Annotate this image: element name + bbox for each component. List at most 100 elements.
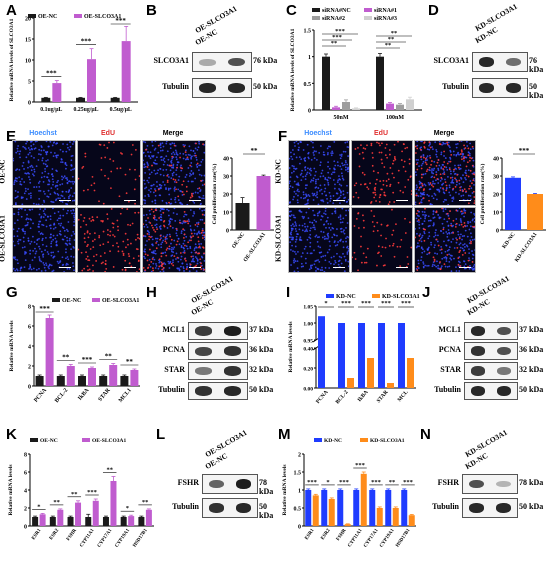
edu-dot (170, 238, 173, 241)
nucleus-dot (320, 215, 323, 217)
nucleus-dot (415, 184, 418, 187)
edu-dot (113, 235, 116, 238)
bar (318, 316, 325, 388)
nucleus-dot (343, 229, 345, 232)
edu-dot (144, 253, 147, 256)
nucleus-dot (332, 171, 334, 174)
bar (35, 376, 44, 386)
nucleus-dot (416, 144, 419, 147)
edu-dot (386, 172, 389, 175)
blot-band (199, 83, 216, 93)
edu-dot (109, 230, 112, 233)
edu-dot (195, 142, 197, 145)
edu-dot (456, 180, 458, 182)
edu-dot (404, 170, 407, 173)
nucleus-dot (155, 226, 158, 229)
edu-dot (148, 238, 150, 241)
nucleus-dot (465, 178, 467, 181)
edu-dot (147, 267, 149, 270)
edu-dot (160, 261, 163, 264)
nucleus-dot (161, 149, 164, 152)
nucleus-dot (186, 247, 189, 250)
channel-header: EdU (374, 130, 388, 137)
nucleus-dot (322, 175, 325, 178)
nucleus-dot (175, 173, 178, 176)
nucleus-dot (302, 191, 305, 194)
nucleus-dot (195, 163, 198, 166)
x-tick-label: 100nM (386, 115, 404, 121)
nucleus-dot (459, 164, 462, 167)
edu-dot (376, 221, 379, 224)
nucleus-dot (468, 267, 471, 270)
nucleus-dot (38, 256, 41, 258)
nucleus-dot (61, 201, 64, 203)
nucleus-dot (293, 258, 296, 260)
edu-dot (160, 252, 163, 255)
nucleus-dot (313, 167, 316, 170)
nucleus-dot (18, 168, 21, 171)
nucleus-dot (333, 263, 335, 266)
blot-kda-label: 36 kDa (519, 345, 544, 354)
nucleus-dot (190, 180, 193, 183)
bar (353, 490, 360, 526)
nucleus-dot (319, 246, 322, 249)
edu-dot (116, 167, 119, 170)
nucleus-dot (35, 269, 38, 271)
bar (256, 176, 271, 230)
nucleus-dot (447, 239, 450, 242)
nucleus-dot (319, 161, 322, 164)
scale-bar (396, 267, 408, 268)
edu-dot (371, 221, 374, 223)
nucleus-dot (156, 240, 158, 243)
nucleus-dot (170, 161, 173, 164)
edu-dot (371, 152, 374, 154)
nucleus-dot (420, 164, 423, 167)
nucleus-dot (294, 260, 297, 262)
nucleus-dot (435, 148, 438, 151)
blot-protein-label: STAR (164, 365, 185, 374)
legend-label: OE-SLCO3A1 (84, 14, 121, 20)
edu-dot (394, 158, 397, 161)
nucleus-dot (49, 233, 52, 236)
edu-dot (452, 231, 455, 234)
condition-row-label: OE-SLCO3A1 (0, 215, 7, 262)
nucleus-dot (296, 260, 299, 263)
nucleus-dot (324, 178, 327, 181)
nucleus-dot (153, 162, 156, 165)
nucleus-dot (45, 262, 47, 265)
nucleus-dot (325, 226, 327, 229)
nucleus-dot (162, 174, 165, 177)
nucleus-dot (38, 153, 40, 155)
edu-dot (172, 264, 175, 267)
nucleus-dot (468, 252, 471, 255)
nucleus-dot (13, 257, 16, 260)
nucleus-dot (72, 208, 75, 211)
nucleus-dot (437, 214, 440, 216)
nucleus-dot (458, 208, 461, 209)
blot-band (479, 83, 494, 93)
edu-dot (354, 148, 357, 150)
nucleus-dot (194, 256, 197, 258)
nucleus-dot (453, 247, 456, 249)
nucleus-dot (419, 237, 422, 240)
nucleus-dot (429, 154, 431, 157)
nucleus-dot (292, 259, 295, 262)
nucleus-dot (450, 222, 453, 225)
nucleus-dot (17, 191, 19, 193)
edu-dot (143, 234, 144, 237)
nucleus-dot (437, 264, 440, 267)
channel-header: Merge (162, 130, 184, 137)
edu-dot (471, 182, 473, 185)
edu-dot (102, 202, 105, 205)
nucleus-dot (438, 141, 441, 143)
bar (56, 376, 65, 386)
nucleus-dot (458, 270, 461, 272)
legend-swatch (74, 14, 82, 18)
nucleus-dot (72, 262, 74, 264)
nucleus-dot (51, 178, 54, 181)
blot-band (236, 479, 251, 489)
nucleus-dot (44, 192, 46, 195)
nucleus-dot (175, 232, 178, 235)
nucleus-dot (166, 164, 169, 166)
